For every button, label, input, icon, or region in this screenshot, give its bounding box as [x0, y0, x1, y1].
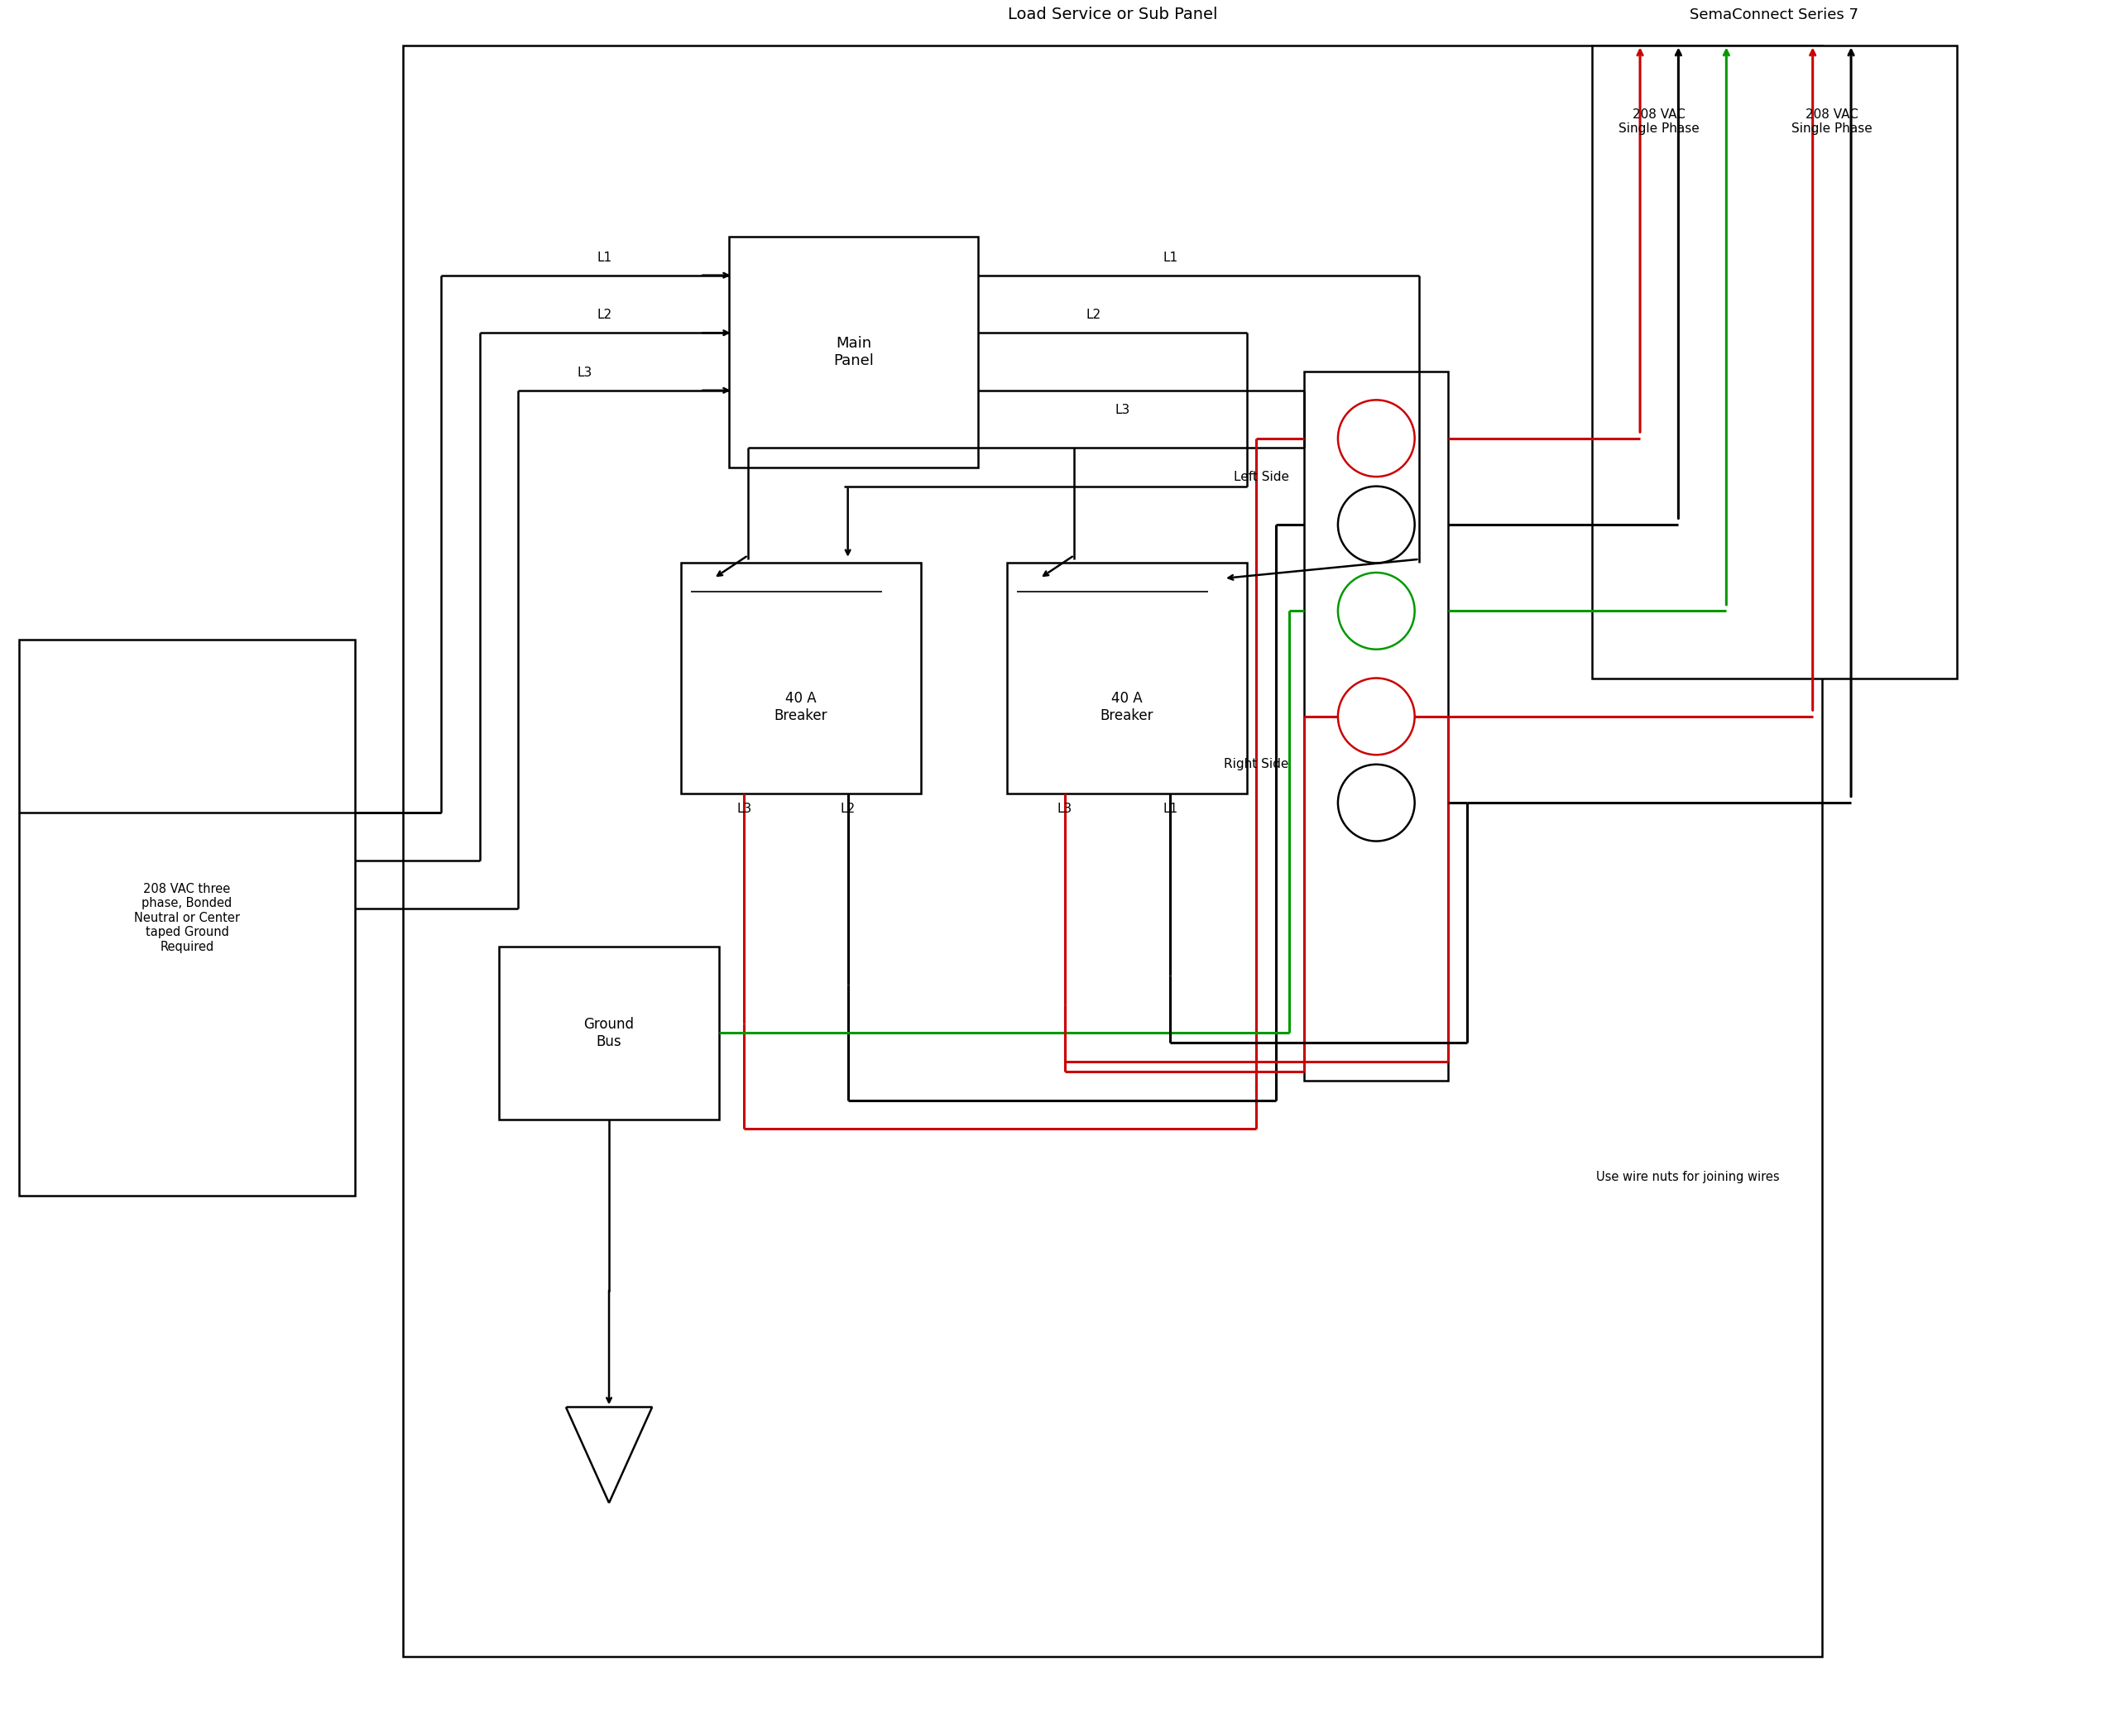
Bar: [1304, 372, 1447, 1082]
Bar: [403, 45, 1823, 1656]
Text: Ground
Bus: Ground Bus: [584, 1017, 635, 1049]
Text: L2: L2: [597, 309, 612, 321]
Bar: [498, 946, 720, 1120]
Text: L3: L3: [578, 366, 593, 378]
Circle shape: [1338, 573, 1414, 649]
Text: Left Side: Left Side: [1234, 470, 1289, 483]
Text: 208 VAC
Single Phase: 208 VAC Single Phase: [1791, 108, 1872, 135]
Text: Load Service or Sub Panel: Load Service or Sub Panel: [1009, 7, 1217, 23]
Text: SemaConnect Series 7: SemaConnect Series 7: [1690, 7, 1859, 23]
Bar: [682, 562, 920, 793]
Bar: [1593, 45, 1956, 679]
Text: Right Side: Right Side: [1224, 759, 1289, 771]
Text: Main
Panel: Main Panel: [833, 337, 874, 368]
Circle shape: [1338, 399, 1414, 477]
Text: L2: L2: [840, 802, 855, 816]
Text: L3: L3: [736, 802, 751, 816]
Text: 208 VAC
Single Phase: 208 VAC Single Phase: [1618, 108, 1701, 135]
Text: L1: L1: [597, 252, 612, 264]
Text: 208 VAC three
phase, Bonded
Neutral or Center
taped Ground
Required: 208 VAC three phase, Bonded Neutral or C…: [135, 884, 241, 953]
Bar: [1006, 562, 1247, 793]
Bar: [19, 641, 354, 1196]
Text: L1: L1: [1163, 252, 1177, 264]
Text: L3: L3: [1057, 802, 1072, 816]
Circle shape: [1338, 486, 1414, 562]
Text: L3: L3: [1114, 404, 1129, 417]
Circle shape: [1338, 764, 1414, 842]
Circle shape: [1338, 679, 1414, 755]
Text: L1: L1: [1163, 802, 1177, 816]
Text: Use wire nuts for joining wires: Use wire nuts for joining wires: [1597, 1170, 1779, 1182]
Text: 40 A
Breaker: 40 A Breaker: [774, 691, 827, 722]
Text: 40 A
Breaker: 40 A Breaker: [1099, 691, 1154, 722]
Text: L2: L2: [1087, 309, 1101, 321]
Bar: [728, 236, 979, 467]
